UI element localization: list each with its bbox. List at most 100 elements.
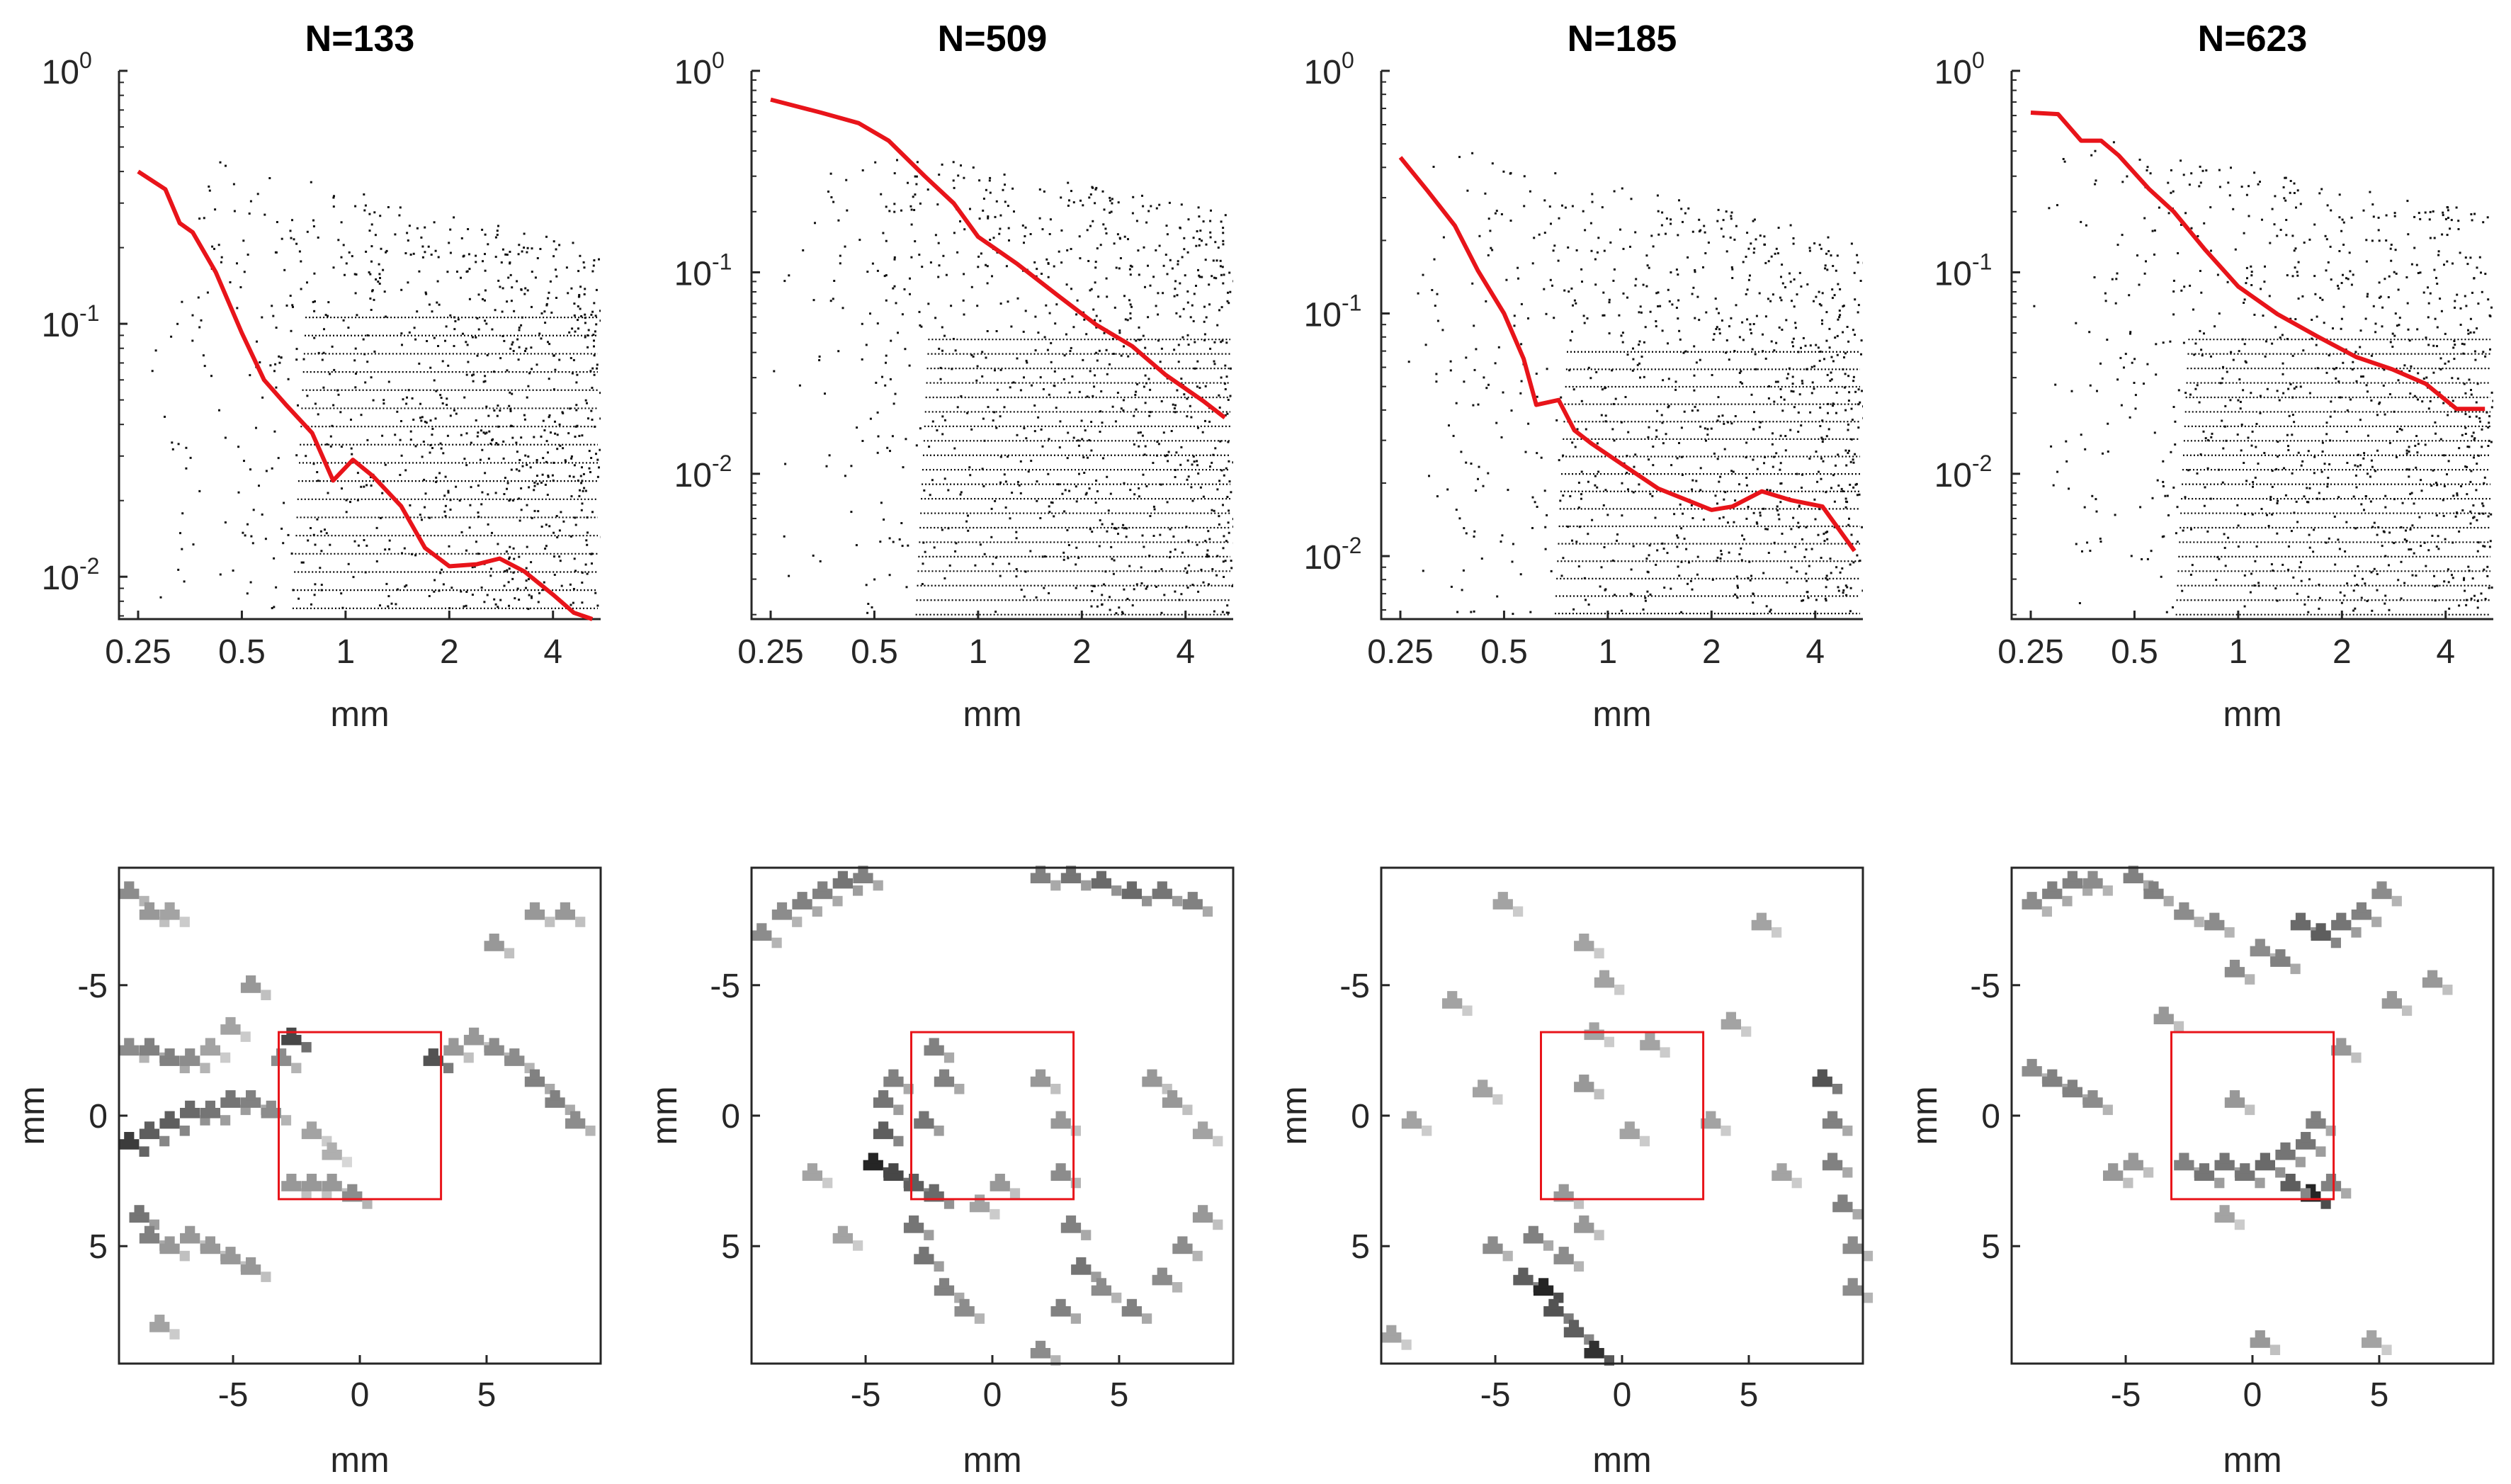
scatter-point bbox=[2333, 515, 2336, 518]
scatter-point bbox=[1123, 588, 1126, 591]
scatter-point bbox=[1839, 288, 1842, 290]
heatmap-cell bbox=[2143, 1167, 2154, 1178]
scatter-point bbox=[350, 447, 353, 450]
scatter-point bbox=[1738, 336, 1741, 339]
scatter-point bbox=[2330, 278, 2333, 281]
scatter-point bbox=[2210, 249, 2212, 252]
scatter-point bbox=[1118, 237, 1121, 239]
scatter-point bbox=[2319, 297, 2322, 299]
scatter-point bbox=[313, 310, 316, 312]
scatter-point bbox=[423, 478, 426, 481]
scatter-point bbox=[1105, 277, 1108, 280]
scatter-point bbox=[465, 549, 467, 552]
scatter-point bbox=[265, 470, 268, 472]
scatter-point bbox=[282, 542, 285, 545]
heatmap-cell bbox=[169, 1329, 180, 1339]
heatmap-cell bbox=[240, 1031, 251, 1042]
scatter-point bbox=[919, 324, 922, 327]
scatter-point bbox=[306, 395, 309, 397]
scatter-point bbox=[1198, 276, 1201, 278]
axis-lines bbox=[118, 71, 601, 621]
x-tick-label: 5 bbox=[1110, 1376, 1129, 1414]
scatter-point bbox=[527, 578, 530, 581]
scatter-point bbox=[885, 239, 888, 242]
heatmap-cell bbox=[1741, 1026, 1752, 1037]
scatter-point bbox=[572, 601, 574, 604]
scatter-point bbox=[1620, 609, 1623, 612]
scatter-point bbox=[1195, 285, 1197, 287]
scatter-point bbox=[2442, 214, 2444, 217]
scatter-point bbox=[2056, 470, 2059, 473]
scatter-point bbox=[591, 367, 594, 370]
scatter-point bbox=[409, 254, 412, 256]
scatter-point bbox=[1462, 569, 1465, 572]
y-tick-exponent: -2 bbox=[1342, 533, 1361, 558]
scatter-point bbox=[571, 327, 574, 330]
scatter-point bbox=[272, 315, 275, 317]
scatter-point bbox=[2437, 254, 2440, 256]
scatter-point bbox=[2352, 609, 2355, 612]
scatter-point bbox=[1560, 396, 1563, 399]
heatmap-cell bbox=[1157, 1267, 1167, 1279]
x-tick-label: 5 bbox=[1740, 1376, 1759, 1414]
scatter-point bbox=[2116, 272, 2119, 275]
scatter-point bbox=[1067, 557, 1070, 560]
scatter-point bbox=[2081, 550, 2083, 553]
scatter-point bbox=[918, 254, 921, 256]
heatmap-cell bbox=[2229, 1090, 2240, 1101]
scatter-point bbox=[2419, 217, 2422, 220]
scatter-point bbox=[2490, 587, 2493, 589]
scatter-point bbox=[2138, 159, 2141, 161]
scatter-point bbox=[1186, 478, 1189, 481]
scatter-point bbox=[1742, 339, 1745, 341]
scatter-point bbox=[2342, 221, 2345, 224]
scatter-point bbox=[512, 571, 515, 574]
scatter-point bbox=[963, 228, 966, 231]
scatter-point bbox=[1604, 414, 1607, 417]
scatter-point bbox=[1718, 480, 1721, 483]
scatter-point bbox=[1138, 326, 1140, 329]
scatter-point bbox=[1048, 592, 1050, 594]
scatter-point bbox=[1843, 356, 1845, 358]
scatter-point bbox=[2435, 432, 2437, 435]
scatter-point bbox=[547, 297, 550, 300]
scatter-point bbox=[1737, 587, 1739, 589]
heatmap-cell bbox=[205, 1038, 215, 1048]
scatter-point bbox=[2337, 380, 2340, 383]
scatter-point bbox=[2372, 215, 2375, 218]
x-tick-label: 0.5 bbox=[218, 633, 266, 671]
scatter-point bbox=[1140, 582, 1143, 584]
scatter-point bbox=[1854, 453, 1857, 455]
scatter-point bbox=[2448, 607, 2451, 610]
scatter-point bbox=[2106, 339, 2109, 341]
y-tick-label: 0 bbox=[721, 1098, 740, 1135]
scatter-point bbox=[1643, 341, 1645, 344]
scatter-point bbox=[1648, 554, 1650, 557]
scatter-point bbox=[1435, 373, 1438, 375]
scatter-point bbox=[446, 434, 449, 437]
scatter-point bbox=[2489, 540, 2492, 543]
scatter-point bbox=[1121, 611, 1123, 613]
scatter-point bbox=[2410, 263, 2413, 266]
scatter-point bbox=[1741, 321, 1744, 324]
scatter-point bbox=[2381, 545, 2384, 548]
scatter-point bbox=[972, 355, 975, 358]
scatter-point bbox=[1820, 457, 1823, 460]
scatter-point bbox=[418, 270, 421, 273]
scatter-point bbox=[2427, 549, 2430, 552]
scatter-point bbox=[2466, 493, 2469, 496]
scatter-point bbox=[1095, 186, 1098, 189]
heatmap-cell bbox=[1548, 1298, 1559, 1310]
scatter-point bbox=[570, 455, 573, 458]
scatter-point bbox=[575, 404, 578, 407]
scatter-point bbox=[2209, 497, 2212, 500]
scatter-point bbox=[2190, 227, 2193, 230]
scatter-point bbox=[1112, 572, 1115, 575]
scatter-point bbox=[1652, 245, 1655, 248]
scatter-point bbox=[1830, 572, 1832, 574]
scatter-point bbox=[1209, 347, 1212, 350]
heatmap-cell bbox=[1624, 1121, 1635, 1132]
scatter-point bbox=[2095, 179, 2097, 182]
scatter-point bbox=[2432, 469, 2435, 472]
scatter-point bbox=[1613, 439, 1616, 442]
